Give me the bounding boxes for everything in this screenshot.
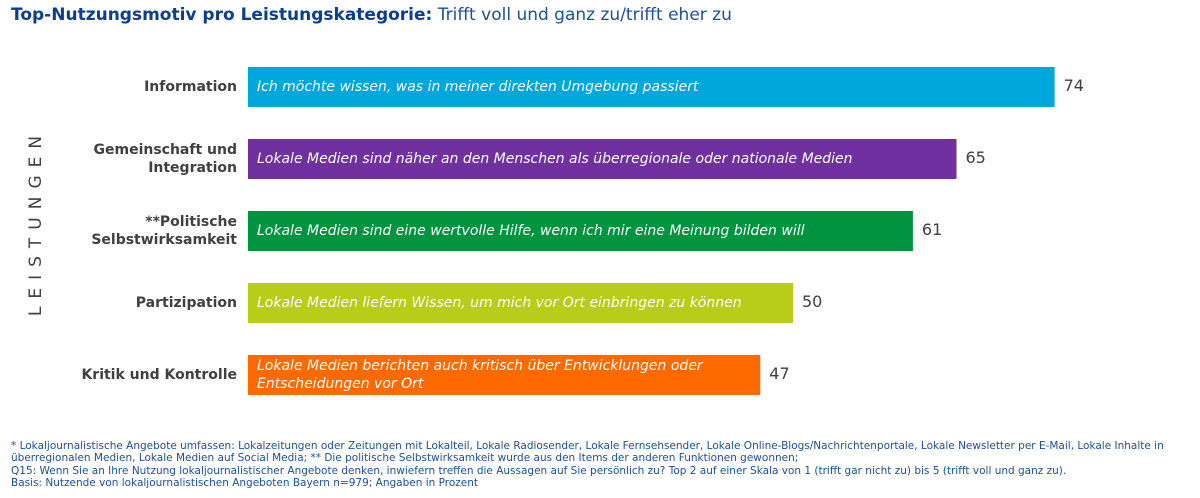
bar-text-line: Entscheidungen vor Ort [257,376,424,392]
bar-text-line: Lokale Medien liefern Wissen, um mich vo… [257,295,742,311]
value-label-3: 50 [802,292,823,311]
bar-0 [248,67,1055,107]
bar-text-3: Lokale Medien liefern Wissen, um mich vo… [257,294,742,312]
bar-text-4: Lokale Medien berichten auch kritisch üb… [257,357,703,393]
chart-title: Top-Nutzungsmotiv pro Leistungskategorie… [11,5,732,25]
bar-chart [248,67,1055,395]
footnote-3: Basis: Nutzende von lokaljournalistische… [11,476,479,489]
category-label-line: Gemeinschaft und [93,142,238,158]
category-label-4: Kritik und Kontrolle [37,366,237,384]
value-label-2: 61 [921,220,943,239]
category-label-line: Partizipation [135,295,237,311]
bar-text-line: Lokale Medien sind eine wertvolle Hilfe,… [257,223,805,239]
bar-text-2: Lokale Medien sind eine wertvolle Hilfe,… [257,222,804,240]
category-label-line: Integration [148,160,237,176]
bar-2 [248,211,913,251]
chart-title-bold: Top-Nutzungsmotiv pro Leistungskategorie… [11,5,433,25]
chart-title-rest: Trifft voll und ganz zu/trifft eher zu [437,5,732,25]
category-label-line: Kritik und Kontrolle [81,367,237,383]
footnotes: * Lokaljournalistische Angebote umfassen… [11,440,1191,489]
value-label-0: 74 [1063,76,1084,95]
bar-text-1: Lokale Medien sind näher an den Menschen… [257,150,853,168]
bar-3 [248,283,793,323]
bar-4 [248,355,761,395]
category-label-3: Partizipation [37,294,237,312]
value-label-1: 65 [965,148,986,167]
footnote-2: Q15: Wenn Sie an Ihre Nutzung lokaljourn… [11,464,1067,477]
bar-text-line: Lokale Medien berichten auch kritisch üb… [257,358,703,374]
bar-text-line: Ich möchte wissen, was in meiner direkte… [257,79,699,95]
footnote-1: * Lokaljournalistische Angebote umfassen… [11,440,1164,465]
value-label-4: 47 [769,364,790,383]
category-label-line: Information [144,79,237,95]
bar-text-0: Ich möchte wissen, was in meiner direkte… [257,78,698,96]
bar-1 [248,139,957,179]
bar-text-line: Lokale Medien sind näher an den Menschen… [257,151,853,167]
category-label-line: **Politische [145,214,237,230]
category-label-1: Gemeinschaft und Integration [37,141,238,177]
category-label-0: Information [37,78,237,96]
category-label-2: **Politische Selbstwirksamkeit [37,213,237,249]
category-label-line: Selbstwirksamkeit [91,232,237,248]
